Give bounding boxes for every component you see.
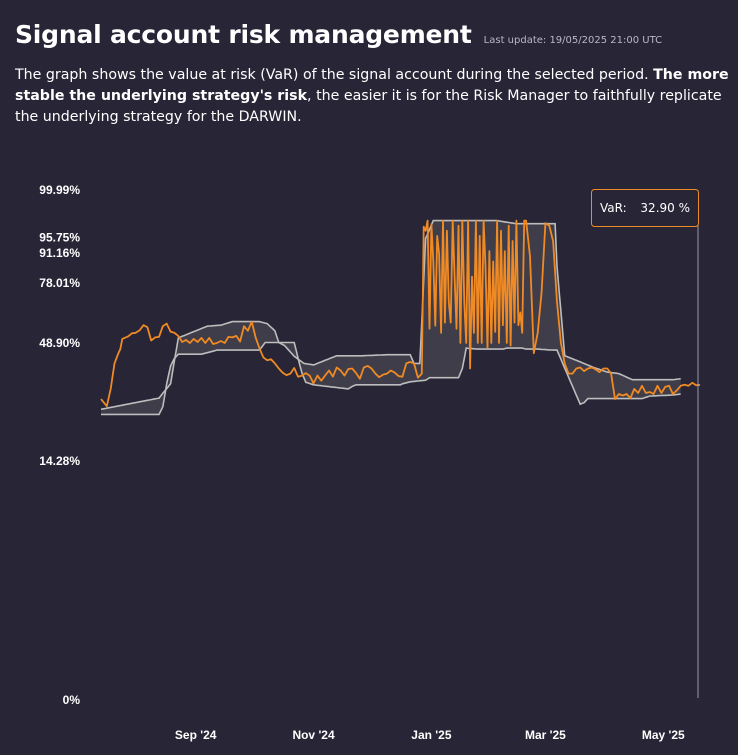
y-tick-label: 91.16% <box>39 246 80 260</box>
last-update-label: Last update: 19/05/2025 21:00 UTC <box>483 35 663 46</box>
var-band-lower-line <box>101 341 681 416</box>
description-part1: The graph shows the value at risk (VaR) … <box>15 67 654 83</box>
var-band <box>100 219 681 416</box>
description-bold: The more stable the underlying strategy'… <box>15 67 729 104</box>
x-tick-label: Jan '25 <box>411 728 452 742</box>
tooltip-box <box>591 189 699 227</box>
y-tick-label: 99.99% <box>39 183 80 197</box>
y-tick-label: 95.75% <box>39 230 80 244</box>
y-axis: 99.99% 95.75% 91.16% 78.01% 48.90% 14.28% 0% <box>39 183 80 707</box>
var-series-line <box>100 219 701 408</box>
var-band-upper-line <box>100 219 681 411</box>
x-tick-label: Mar '25 <box>525 728 566 742</box>
y-tick-label: 48.90% <box>39 336 80 350</box>
y-tick-label: 0% <box>63 693 81 707</box>
description: The graph shows the value at risk (VaR) … <box>15 65 733 128</box>
x-tick-label: Sep '24 <box>175 728 217 742</box>
tooltip-label: VaR: <box>600 201 627 215</box>
var-tooltip: VaR: 32.90 % <box>591 189 699 227</box>
tooltip-value: 32.90 % <box>640 201 690 215</box>
description-part2: , the easier it is for the Risk Manager … <box>15 88 722 125</box>
var-band-area <box>101 220 681 415</box>
y-tick-label: 78.01% <box>39 276 80 290</box>
header: Signal account risk management Last upda… <box>15 20 735 128</box>
page-title: Signal account risk management <box>15 20 472 49</box>
y-tick-label: 14.28% <box>39 454 80 468</box>
x-axis: Sep '24 Nov '24 Jan '25 Mar '25 May '25 <box>175 728 685 742</box>
x-tick-label: May '25 <box>642 728 685 742</box>
title-row: Signal account risk management Last upda… <box>15 20 735 49</box>
x-tick-label: Nov '24 <box>292 728 335 742</box>
